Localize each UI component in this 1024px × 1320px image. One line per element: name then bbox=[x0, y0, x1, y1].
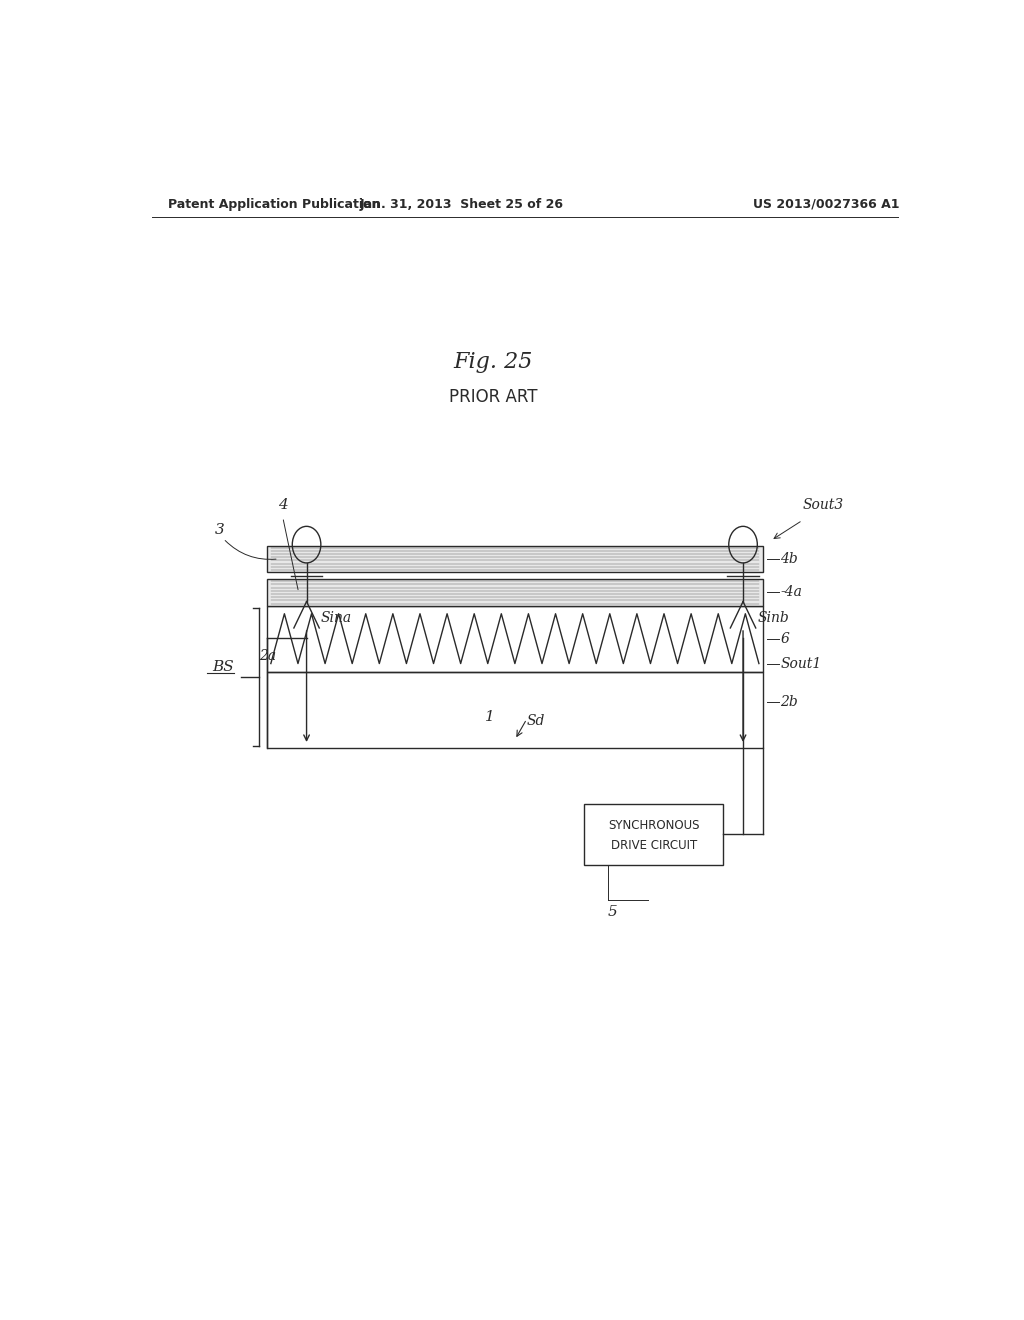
Text: Jan. 31, 2013  Sheet 25 of 26: Jan. 31, 2013 Sheet 25 of 26 bbox=[359, 198, 563, 211]
Text: Sina: Sina bbox=[321, 611, 352, 624]
Bar bbox=[585, 804, 723, 865]
Bar bbox=[267, 606, 763, 672]
Text: 4: 4 bbox=[278, 498, 288, 512]
Text: Sinb: Sinb bbox=[758, 611, 790, 624]
Text: 2b: 2b bbox=[780, 696, 798, 709]
Text: 4b: 4b bbox=[780, 552, 798, 566]
Text: Sout3: Sout3 bbox=[803, 498, 844, 512]
Text: Patent Application Publication: Patent Application Publication bbox=[168, 198, 380, 211]
Bar bbox=[267, 672, 763, 748]
Text: 6: 6 bbox=[780, 632, 790, 645]
Bar bbox=[267, 545, 763, 572]
Text: 1: 1 bbox=[485, 710, 495, 725]
Text: SYNCHRONOUS: SYNCHRONOUS bbox=[608, 818, 699, 832]
Text: 5: 5 bbox=[607, 906, 617, 920]
Text: Sout1: Sout1 bbox=[780, 656, 821, 671]
Text: BS: BS bbox=[212, 660, 233, 673]
Bar bbox=[267, 579, 763, 606]
Text: Fig. 25: Fig. 25 bbox=[454, 351, 532, 372]
Text: PRIOR ART: PRIOR ART bbox=[449, 388, 538, 407]
Text: -4a: -4a bbox=[780, 585, 802, 599]
Text: US 2013/0027366 A1: US 2013/0027366 A1 bbox=[753, 198, 900, 211]
Text: 3: 3 bbox=[214, 524, 224, 537]
Text: Sd: Sd bbox=[526, 714, 545, 727]
Text: 2a: 2a bbox=[259, 649, 276, 664]
Text: DRIVE CIRCUIT: DRIVE CIRCUIT bbox=[610, 838, 697, 851]
